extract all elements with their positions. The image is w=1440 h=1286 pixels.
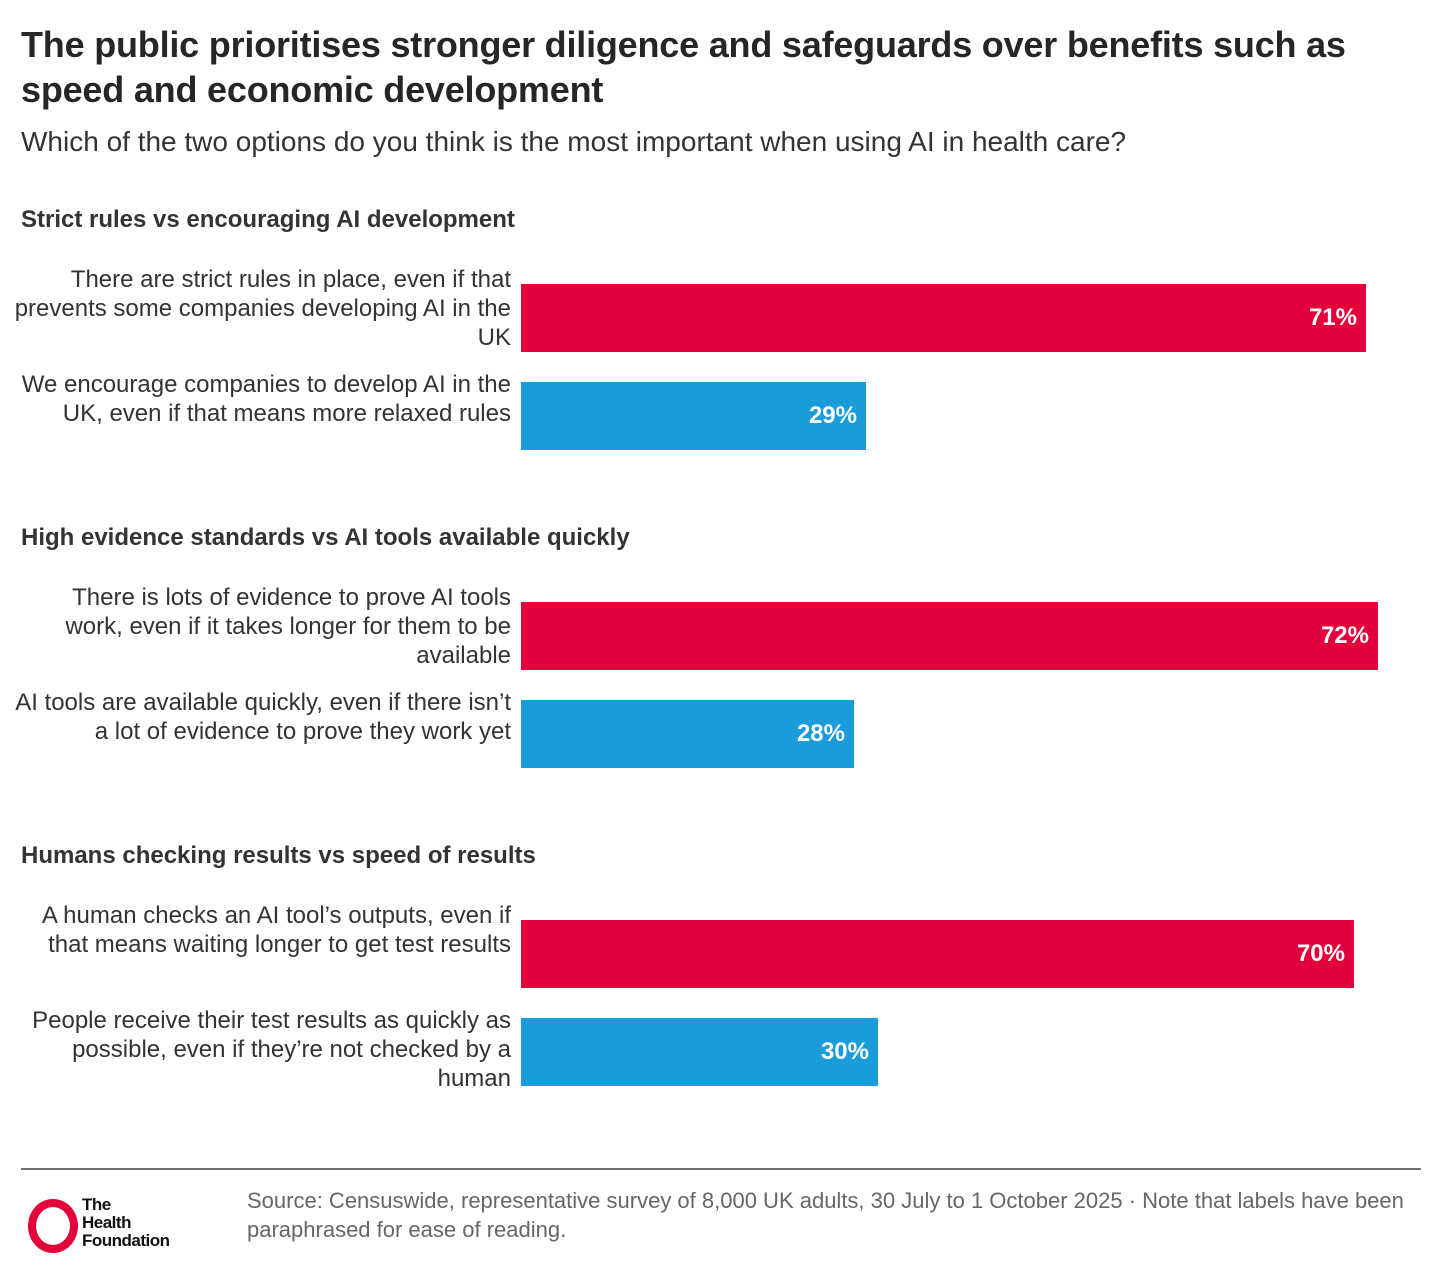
bar-label: We encourage companies to develop AI in … xyxy=(21,371,511,427)
bar-label: There are strict rules in place, even if… xyxy=(14,266,511,351)
chart-subtitle: Which of the two options do you think is… xyxy=(21,126,1127,157)
bar-label: A human checks an AI tool’s outputs, eve… xyxy=(41,902,511,958)
group-title: Strict rules vs encouraging AI developme… xyxy=(21,206,515,233)
health-foundation-logo: The Health Foundation xyxy=(28,1196,198,1253)
bar-priority: 70% xyxy=(521,920,1354,988)
logo-line-1: The xyxy=(82,1195,111,1214)
footer-divider xyxy=(21,1168,1421,1170)
bar-label: There is lots of evidence to prove AI to… xyxy=(65,584,511,669)
bar-alternative: 30% xyxy=(521,1018,878,1086)
bar-value-label: 72% xyxy=(1320,622,1369,649)
bar-priority: 71% xyxy=(521,284,1366,352)
bar-alternative: 28% xyxy=(521,700,854,768)
logo-line-3: Foundation xyxy=(82,1231,170,1250)
group-title: High evidence standards vs AI tools avai… xyxy=(21,524,630,551)
bar-priority: 72% xyxy=(521,602,1378,670)
bar-value-label: 28% xyxy=(796,720,845,747)
chart-title: The public prioritises stronger diligenc… xyxy=(21,24,1346,110)
logo-text: The Health Foundation xyxy=(82,1196,170,1250)
logo-line-2: Health xyxy=(82,1213,131,1232)
bar-value-label: 70% xyxy=(1296,940,1345,967)
bar-value-label: 29% xyxy=(808,402,857,429)
group-title: Humans checking results vs speed of resu… xyxy=(21,842,536,869)
bar-alternative: 29% xyxy=(521,382,866,450)
bar-value-label: 30% xyxy=(820,1038,869,1065)
bar-value-label: 71% xyxy=(1308,304,1357,331)
bar-label: AI tools are available quickly, even if … xyxy=(15,689,511,745)
ring-logo-icon xyxy=(28,1199,78,1253)
source-note: Source: Censuswide, representative surve… xyxy=(247,1188,1404,1242)
bar-label: People receive their test results as qui… xyxy=(32,1007,511,1092)
